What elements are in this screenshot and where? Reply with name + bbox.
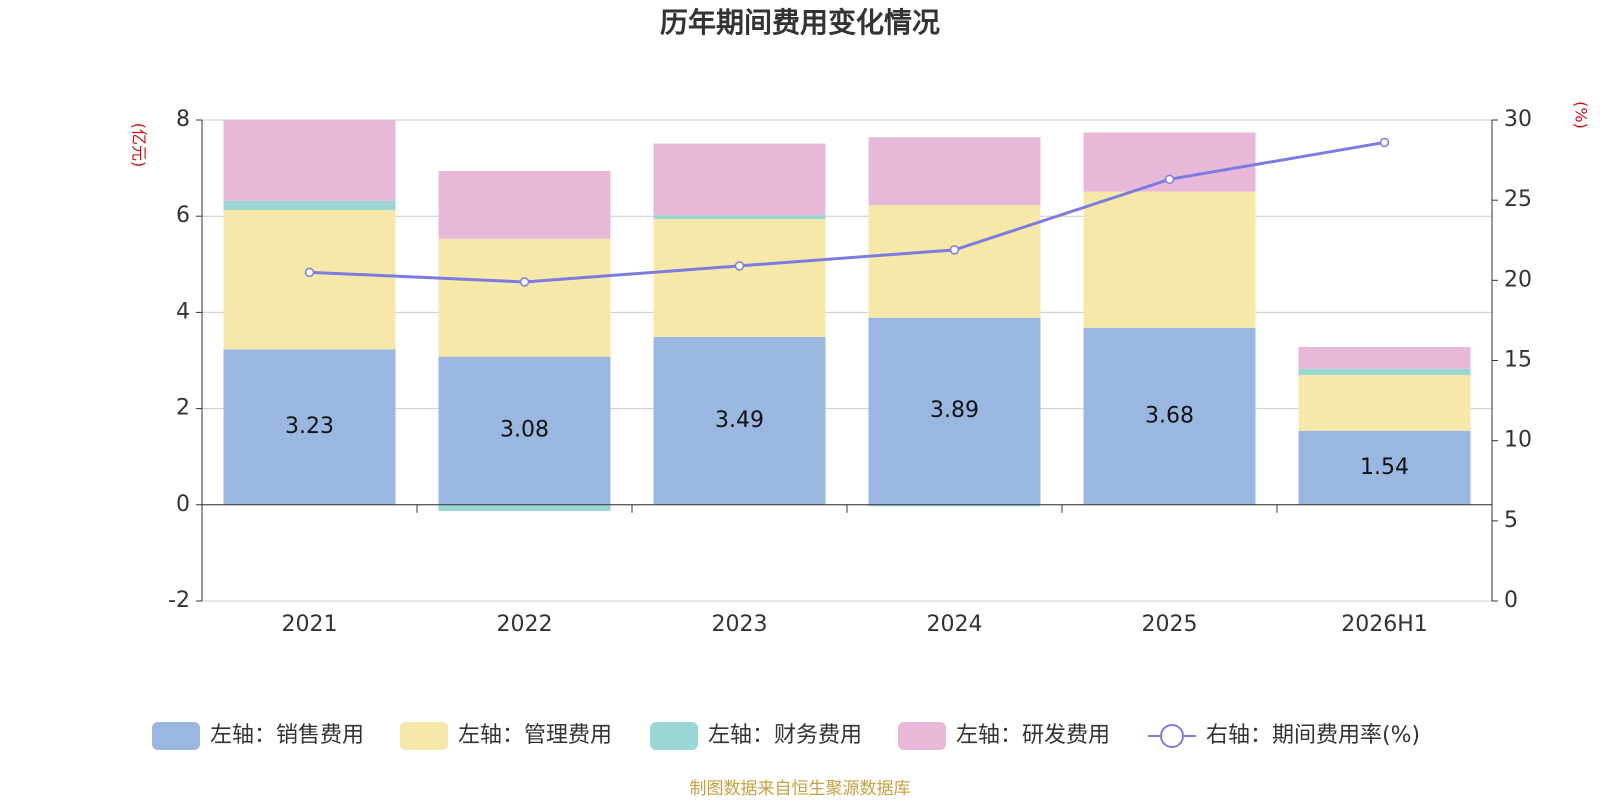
data-label: 3.68 — [1145, 403, 1194, 428]
legend-item[interactable]: 左轴：财务费用 — [650, 722, 862, 750]
line-point — [304, 267, 315, 278]
bar-segment — [653, 336, 826, 505]
legend-swatch — [152, 722, 200, 750]
bar-segment — [868, 137, 1041, 206]
data-label: 3.49 — [715, 408, 764, 433]
bar-segment — [1298, 374, 1471, 431]
legend-marker — [1160, 724, 1184, 748]
y-tick-label: 4 — [176, 299, 190, 324]
x-tick-label: 2023 — [712, 612, 768, 637]
x-tick-label: 2026H1 — [1341, 612, 1428, 637]
bar-segment — [653, 219, 826, 337]
y2-tick-label: 10 — [1504, 428, 1532, 453]
legend-item[interactable]: 左轴：销售费用 — [152, 722, 364, 750]
line-point — [949, 245, 960, 255]
y2-tick-label: 20 — [1504, 267, 1532, 292]
legend-label: 右轴：期间费用率(%) — [1206, 723, 1420, 748]
x-tick-label: 2022 — [497, 612, 553, 637]
legend-label: 左轴：管理费用 — [458, 723, 612, 748]
legend-item[interactable]: 左轴：管理费用 — [400, 722, 612, 750]
bar-segment — [1298, 430, 1471, 505]
y-tick-label: 8 — [176, 107, 190, 132]
line-series — [309, 140, 1385, 284]
legend-label: 左轴：销售费用 — [210, 723, 364, 748]
y2-axis-label: (%) — [1572, 101, 1591, 129]
legend-label: 左轴：财务费用 — [708, 723, 862, 748]
bar-segment — [438, 356, 611, 505]
y-tick-label: 6 — [176, 203, 190, 228]
bar-segment — [653, 215, 826, 220]
legend-swatch — [650, 722, 698, 750]
y-tick-label: 2 — [176, 396, 190, 421]
line-point — [1164, 174, 1175, 185]
data-label: 3.89 — [930, 398, 979, 423]
bar-segment — [1298, 368, 1471, 375]
bar-segment — [868, 317, 1041, 505]
bar-segment — [868, 504, 1041, 507]
y2-tick-label: 5 — [1504, 508, 1518, 533]
bar-segment — [1298, 347, 1471, 369]
data-label: 1.54 — [1360, 455, 1409, 480]
legend-swatch — [898, 722, 946, 750]
line-point — [519, 277, 530, 287]
bar-segment — [1083, 191, 1256, 328]
bar-segment — [438, 238, 611, 357]
legend-label: 左轴：研发费用 — [956, 723, 1110, 748]
y2-tick-label: 0 — [1504, 588, 1518, 613]
bar-segment — [223, 120, 396, 201]
bar-segment — [653, 143, 826, 216]
data-label: 3.23 — [285, 414, 334, 439]
bar-segment — [1083, 327, 1256, 505]
chart-title: 历年期间费用变化情况 — [660, 6, 940, 39]
y2-tick-label: 15 — [1504, 348, 1532, 373]
line-point — [734, 261, 745, 271]
line-point — [1379, 137, 1390, 148]
x-tick-label: 2024 — [927, 612, 983, 637]
y-tick-label: -2 — [168, 588, 190, 613]
x-tick-label: 2025 — [1142, 612, 1198, 637]
bars — [223, 120, 1471, 512]
data-label: 3.08 — [500, 418, 549, 443]
source-note: 制图数据来自恒生聚源数据库 — [690, 779, 911, 799]
x-tick-label: 2021 — [282, 612, 338, 637]
bar-segment — [438, 170, 611, 239]
bar-segment — [223, 209, 396, 350]
y-axis-label: (亿元) — [130, 123, 149, 168]
legend-item[interactable]: 右轴：期间费用率(%) — [1148, 723, 1420, 748]
bar-segment — [868, 205, 1041, 318]
bar-segment — [438, 504, 611, 512]
bar-segment — [223, 200, 396, 210]
legend-item[interactable]: 左轴：研发费用 — [898, 722, 1110, 750]
bar-segment — [223, 349, 396, 505]
y2-tick-label: 30 — [1504, 107, 1532, 132]
y2-tick-label: 25 — [1504, 187, 1532, 212]
y-tick-label: 0 — [176, 492, 190, 517]
legend-swatch — [400, 722, 448, 750]
